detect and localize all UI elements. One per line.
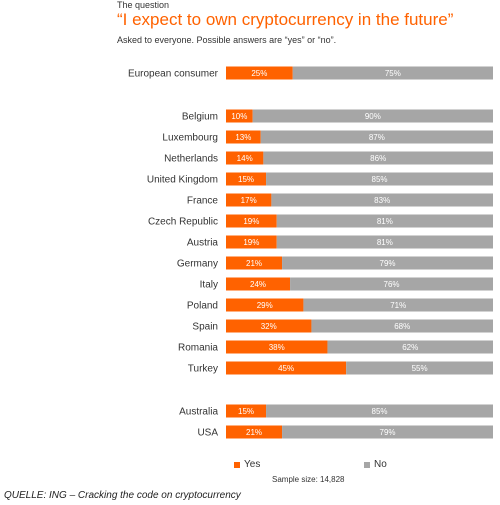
category-label-poland: Poland (187, 301, 218, 312)
data-label-no-united-kingdom: 85% (372, 175, 388, 184)
category-label-united-kingdom: United Kingdom (147, 175, 218, 186)
bar-yes-usa (226, 425, 283, 439)
data-label-yes-united-kingdom: 15% (238, 175, 254, 184)
sample-size: Sample size: 14,828 (272, 475, 345, 484)
data-label-no-belgium: 90% (365, 112, 381, 121)
bar-no-poland (303, 298, 493, 312)
category-label-usa: USA (197, 428, 218, 439)
data-label-yes-luxembourg: 13% (235, 133, 251, 142)
bar-no-czech-republic (276, 214, 493, 228)
data-label-yes-austria: 19% (243, 238, 259, 247)
data-label-no-netherlands: 86% (370, 154, 386, 163)
data-label-no-france: 83% (374, 196, 390, 205)
legend-item-no: No (364, 459, 387, 470)
data-label-no-spain: 68% (394, 322, 410, 331)
data-label-no-usa: 79% (380, 428, 396, 437)
data-label-no-australia: 85% (372, 407, 388, 416)
bar-no-austria (276, 235, 493, 249)
category-label-european-consumer: European consumer (128, 69, 219, 80)
category-label-australia: Australia (179, 407, 218, 418)
data-label-no-poland: 71% (390, 301, 406, 310)
data-label-no-turkey: 55% (412, 364, 428, 373)
data-label-yes-poland: 29% (257, 301, 273, 310)
bar-yes-turkey (226, 361, 347, 375)
category-label-austria: Austria (187, 238, 219, 249)
data-label-yes-turkey: 45% (278, 364, 294, 373)
legend-label-no: No (374, 459, 387, 470)
category-label-czech-republic: Czech Republic (148, 217, 218, 228)
category-label-luxembourg: Luxembourg (162, 133, 218, 144)
bar-yes-australia (226, 404, 267, 418)
bar-yes-netherlands (226, 151, 264, 165)
bar-yes-austria (226, 235, 277, 249)
bar-no-romania (327, 340, 493, 354)
category-label-germany: Germany (177, 259, 218, 270)
data-label-yes-european-consumer: 25% (251, 69, 267, 78)
data-label-no-czech-republic: 81% (377, 217, 393, 226)
bar-no-australia (266, 404, 493, 418)
data-label-yes-germany: 21% (246, 259, 262, 268)
legend-item-yes: Yes (234, 459, 260, 470)
bar-yes-poland (226, 298, 304, 312)
bar-no-france (271, 193, 493, 207)
data-label-no-romania: 62% (402, 343, 418, 352)
bar-yes-france (226, 193, 272, 207)
bar-yes-luxembourg (226, 130, 261, 144)
bar-no-spain (311, 319, 493, 333)
legend-swatch-no (364, 461, 370, 468)
data-label-yes-netherlands: 14% (237, 154, 253, 163)
legend-swatch-yes (234, 461, 240, 468)
bar-no-netherlands (263, 151, 493, 165)
bar-no-germany (282, 256, 493, 270)
bar-yes-italy (226, 277, 291, 291)
stacked-bar-chart: European consumer 25% 75% Belgium 10% 90% Luxe… (128, 66, 493, 439)
bar-no-united-kingdom (266, 172, 493, 186)
bar-no-turkey (346, 361, 493, 375)
bar-no-italy (290, 277, 493, 291)
category-label-belgium: Belgium (182, 112, 218, 123)
category-label-france: France (187, 196, 219, 207)
bar-no-belgium (252, 109, 493, 123)
bar-no-european-consumer (292, 66, 493, 80)
chart-subtitle: Asked to everyone. Possible answers are … (117, 35, 337, 45)
data-label-no-luxembourg: 87% (369, 133, 385, 142)
bar-yes-european-consumer (226, 66, 293, 80)
bar-no-luxembourg (260, 130, 493, 144)
data-label-yes-france: 17% (241, 196, 257, 205)
data-label-no-austria: 81% (377, 238, 393, 247)
data-label-no-european-consumer: 75% (385, 69, 401, 78)
chart-kicker: The question (117, 0, 170, 10)
bar-yes-united-kingdom (226, 172, 267, 186)
data-label-yes-italy: 24% (250, 280, 266, 289)
data-label-yes-belgium: 10% (231, 112, 247, 121)
data-label-yes-spain: 32% (261, 322, 277, 331)
category-label-romania: Romania (178, 343, 218, 354)
category-label-netherlands: Netherlands (164, 154, 218, 165)
bar-yes-belgium (226, 109, 253, 123)
data-label-yes-romania: 38% (269, 343, 285, 352)
bar-yes-czech-republic (226, 214, 277, 228)
bar-yes-romania (226, 340, 328, 354)
category-label-italy: Italy (200, 280, 218, 291)
data-label-yes-czech-republic: 19% (243, 217, 259, 226)
category-label-spain: Spain (192, 322, 218, 333)
data-label-yes-australia: 15% (238, 407, 254, 416)
category-label-turkey: Turkey (188, 364, 218, 375)
data-label-no-germany: 79% (380, 259, 396, 268)
source-note: QUELLE: ING – Cracking the code on crypt… (4, 490, 241, 501)
data-label-yes-usa: 21% (246, 428, 262, 437)
chart-title: “I expect to own cryptocurrency in the f… (117, 10, 454, 29)
bar-no-usa (282, 425, 493, 439)
legend-label-yes: Yes (244, 459, 261, 470)
data-label-no-italy: 76% (384, 280, 400, 289)
bar-yes-spain (226, 319, 312, 333)
bar-yes-germany (226, 256, 283, 270)
